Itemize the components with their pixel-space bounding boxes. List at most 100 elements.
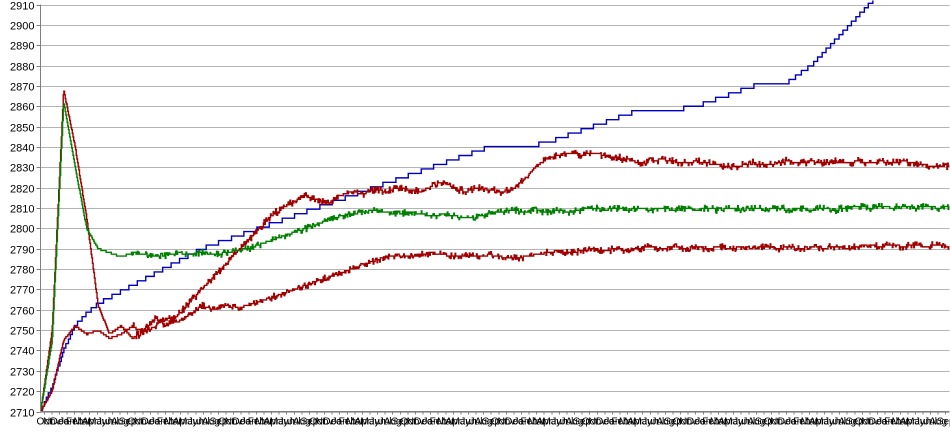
y-axis-tick-label: 2860 [10, 102, 34, 114]
x-axis-tick-label: Aug [929, 417, 947, 428]
x-axis-tick-label: Jan [695, 417, 711, 428]
x-axis-tick-label: Dec [687, 417, 705, 428]
series-line-blue-upper [40, 0, 874, 412]
x-axis-tick-label: Mar [528, 417, 546, 428]
x-axis-tick-label: Sep [573, 417, 591, 428]
x-axis-tick-label: Nov [770, 417, 788, 428]
x-axis-tick-label: Jul [561, 417, 574, 428]
x-axis-tick-label: Apr [446, 417, 462, 428]
x-axis-tick-label: Apr [627, 417, 643, 428]
x-axis-tick-label: May [179, 417, 198, 428]
x-axis-tick-label: Apr [718, 417, 734, 428]
y-axis-tick-label: 2740 [10, 346, 34, 358]
y-axis-tick-label: 2820 [10, 184, 34, 196]
x-axis-tick-label: Jul [924, 417, 937, 428]
x-axis-tick-label: Sep [482, 417, 500, 428]
x-axis-tick-label: Jun [915, 417, 931, 428]
gridlines [40, 5, 950, 413]
x-axis-tick-label: Jun [188, 417, 204, 428]
x-axis-tick-label: Apr [264, 417, 280, 428]
x-axis-tick-label: Mar [346, 417, 364, 428]
x-axis-tick-label: Aug [475, 417, 493, 428]
x-axis-tick-label: May [906, 417, 925, 428]
x-axis-tick-label: May [815, 417, 834, 428]
y-axis-tick-label: 2720 [10, 387, 34, 399]
x-axis-tick-label: Feb [339, 417, 357, 428]
x-axis-tick-label: Apr [809, 417, 825, 428]
x-axis-tick-label: Jul [106, 417, 119, 428]
x-axis-tick-label: Oct [400, 417, 416, 428]
x-axis-tick-label: Mar [710, 417, 728, 428]
x-axis-tick-label: Jan [786, 417, 802, 428]
x-axis-tick-label: Feb [611, 417, 629, 428]
x-axis-tick-label: Jun [279, 417, 295, 428]
x-axis-tick-label: Sep [755, 417, 773, 428]
series-line-red-upper [40, 90, 950, 412]
x-axis-tick-label: Oct [673, 417, 689, 428]
series-line-green-middle [40, 103, 950, 412]
x-axis-tick-label: Dec [505, 417, 523, 428]
y-axis-tick-label: 2900 [10, 21, 34, 33]
x-axis-tick-label: Apr [536, 417, 552, 428]
x-axis-tick-label: Jul [833, 417, 846, 428]
y-axis-labels: 2710 2720 2730 2740 2750 2760 2770 2780 2790 2800… [10, 1, 34, 420]
y-axis-tick-label: 2710 [10, 408, 34, 420]
x-axis-tick-label: Aug [747, 417, 765, 428]
x-axis-tick-label: Mar [255, 417, 273, 428]
y-axis-tick-label: 2830 [10, 163, 34, 175]
y-axis-tick-label: 2750 [10, 326, 34, 338]
y-axis-tick-label: 2880 [10, 62, 34, 74]
x-axis-tick-label: Oct [37, 417, 53, 428]
x-axis-tick-label: Jan [513, 417, 529, 428]
x-axis-tick-label: Oct [855, 417, 871, 428]
x-axis-tick-label: Jul [288, 417, 301, 428]
x-axis-tick-label: Jun [97, 417, 113, 428]
y-axis-tick-label: 2890 [10, 41, 34, 53]
x-axis-tick-label: Dec [778, 417, 796, 428]
x-axis-tick-label: Dec [323, 417, 341, 428]
x-axis-tick-label: Jun [824, 417, 840, 428]
x-axis-tick-label: Dec [232, 417, 250, 428]
x-axis-tick-label: Dec [51, 417, 69, 428]
x-axis-tick-label: Feb [520, 417, 538, 428]
x-axis-tick-label: Jun [460, 417, 476, 428]
x-axis-tick-label: Apr [82, 417, 98, 428]
x-axis-tick-label: Apr [900, 417, 916, 428]
x-axis-tick-label: Jan [423, 417, 439, 428]
x-axis-tick-label: Sep [119, 417, 137, 428]
x-axis-tick-label: May [542, 417, 561, 428]
x-axis-tick-label: Dec [869, 417, 887, 428]
y-axis-tick-label: 2770 [10, 285, 34, 297]
x-axis-tick-label: Dec [141, 417, 159, 428]
axis-lines [40, 4, 950, 412]
y-axis-tick-label: 2870 [10, 82, 34, 94]
y-axis-tick-label: 2790 [10, 245, 34, 257]
x-axis-tick-label: May [270, 417, 289, 428]
x-axis-tick-label: Jul [470, 417, 483, 428]
x-axis-tick-label: Dec [414, 417, 432, 428]
x-axis-tick-label: Jan [332, 417, 348, 428]
y-axis-tick-label: 2850 [10, 123, 34, 135]
x-axis-tick-label: Oct [218, 417, 234, 428]
x-axis-tick-label: Mar [164, 417, 182, 428]
y-axis-tick-label: 2810 [10, 204, 34, 216]
x-axis-tick-label: Jan [877, 417, 893, 428]
y-axis-tick-label: 2780 [10, 265, 34, 277]
x-axis-tick-label: Nov [588, 417, 606, 428]
x-axis-tick-label: Feb [793, 417, 811, 428]
x-axis-tick-label: Nov [407, 417, 425, 428]
x-axis-tick-label: Nov [225, 417, 243, 428]
x-axis-tick-label: Jul [651, 417, 664, 428]
x-axis-tick-label: Aug [657, 417, 675, 428]
x-axis-tick-label: Feb [702, 417, 720, 428]
y-axis-tick-label: 2730 [10, 367, 34, 379]
x-axis-tick-label: May [724, 417, 743, 428]
x-axis-tick-label: Sep [664, 417, 682, 428]
y-axis-tick-label: 2760 [10, 306, 34, 318]
x-axis-tick-label: Jul [197, 417, 210, 428]
x-axis-tick-label: Nov [316, 417, 334, 428]
x-axis-tick-label: Nov [861, 417, 879, 428]
x-axis-tick-label: Nov [679, 417, 697, 428]
